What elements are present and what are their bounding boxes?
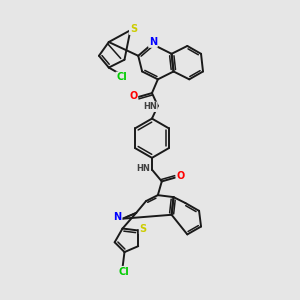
Text: N: N xyxy=(113,212,122,222)
Text: N: N xyxy=(149,37,157,47)
Text: O: O xyxy=(129,91,137,101)
Text: Cl: Cl xyxy=(118,267,129,277)
Text: O: O xyxy=(176,172,184,182)
Text: Cl: Cl xyxy=(116,72,127,82)
Text: HN: HN xyxy=(143,102,157,111)
Text: HN: HN xyxy=(136,164,150,173)
Text: S: S xyxy=(140,224,147,233)
Text: S: S xyxy=(130,24,137,34)
